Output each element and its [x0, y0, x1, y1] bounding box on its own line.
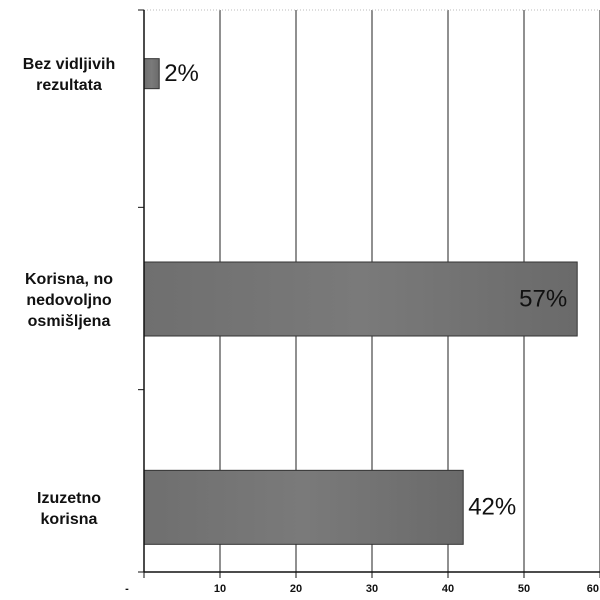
data-label: 42% [468, 494, 516, 521]
category-label: Bez vidljivih rezultata [23, 56, 115, 94]
category-label: Korisna, no nedovoljno osmišljena [25, 271, 113, 330]
x-tick-label: 20 [290, 583, 302, 595]
x-tick-label: 30 [366, 583, 378, 595]
category-label: Izuzetno korisna [37, 490, 101, 528]
bars-group [143, 58, 578, 545]
bar [143, 469, 464, 545]
bar [143, 58, 160, 90]
data-label: 2% [164, 60, 199, 87]
x-tick-label: 60 [587, 583, 599, 595]
data-label: 57% [519, 285, 567, 312]
labels-group: 2% Bez vidljivih rezultata 57% Korisna, no ne… [23, 56, 567, 528]
bar [143, 261, 578, 337]
x-tick-label: 40 [442, 583, 454, 595]
x-tick-label: 10 [214, 583, 226, 595]
x-tick-label: 50 [518, 583, 530, 595]
axes: - 10 20 30 40 50 60 [125, 9, 600, 595]
x-tick-label: - [125, 583, 129, 595]
